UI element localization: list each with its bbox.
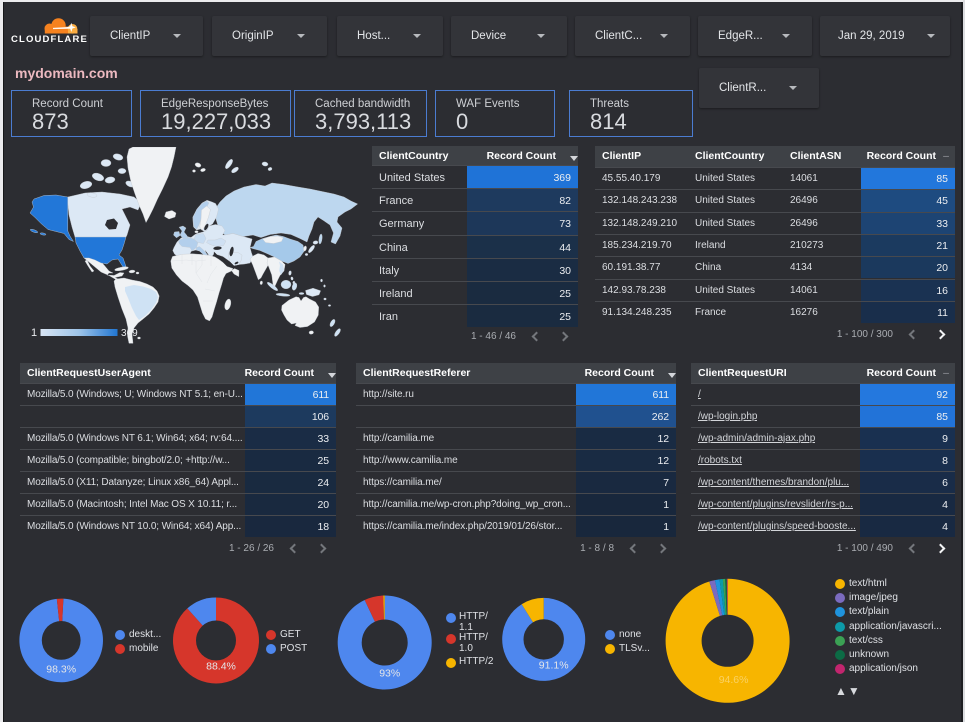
svg-text:369: 369 (121, 328, 138, 339)
svg-text:91.1%: 91.1% (539, 659, 569, 671)
svg-text:1: 1 (31, 327, 37, 339)
svg-text:98.3%: 98.3% (46, 663, 76, 675)
svg-text:94.6%: 94.6% (719, 674, 749, 686)
svg-text:93%: 93% (379, 668, 400, 680)
svg-text:88.4%: 88.4% (206, 661, 236, 673)
